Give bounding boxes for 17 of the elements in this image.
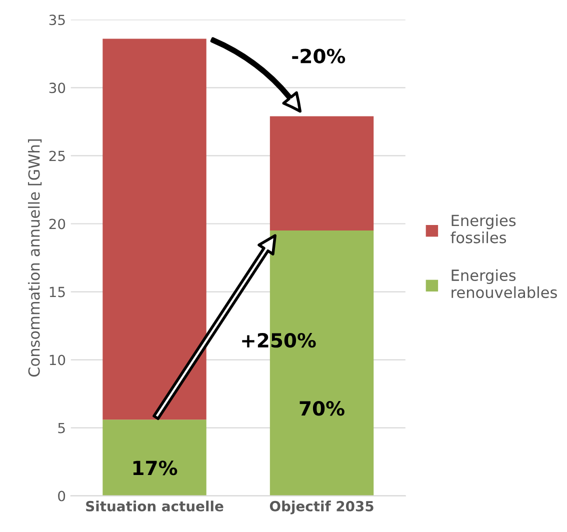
bar <box>270 116 374 231</box>
x-tick-label: Objectif 2035 <box>270 500 374 514</box>
y-tick-label: 35 <box>49 14 65 26</box>
annotation: 17% <box>133 460 178 476</box>
y-tick-label: 10 <box>50 354 66 366</box>
legend-label: Energies fossiles <box>450 214 516 244</box>
y-tick-label: 0 <box>58 490 66 502</box>
y-axis-title: Consommation annuelle [GWh] <box>28 139 42 377</box>
y-tick-label: 25 <box>49 150 65 162</box>
legend-label: Energies renouvelables <box>452 269 557 298</box>
y-tick-label: 15 <box>50 286 65 298</box>
y-tick-label: 30 <box>49 82 66 94</box>
y-tick-label: 20 <box>49 218 66 230</box>
x-tick-label: Situation actuelle <box>86 500 224 512</box>
y-tick-label: 5 <box>58 422 65 434</box>
annotation: -20% <box>292 48 346 64</box>
annotation: 70% <box>300 401 344 416</box>
